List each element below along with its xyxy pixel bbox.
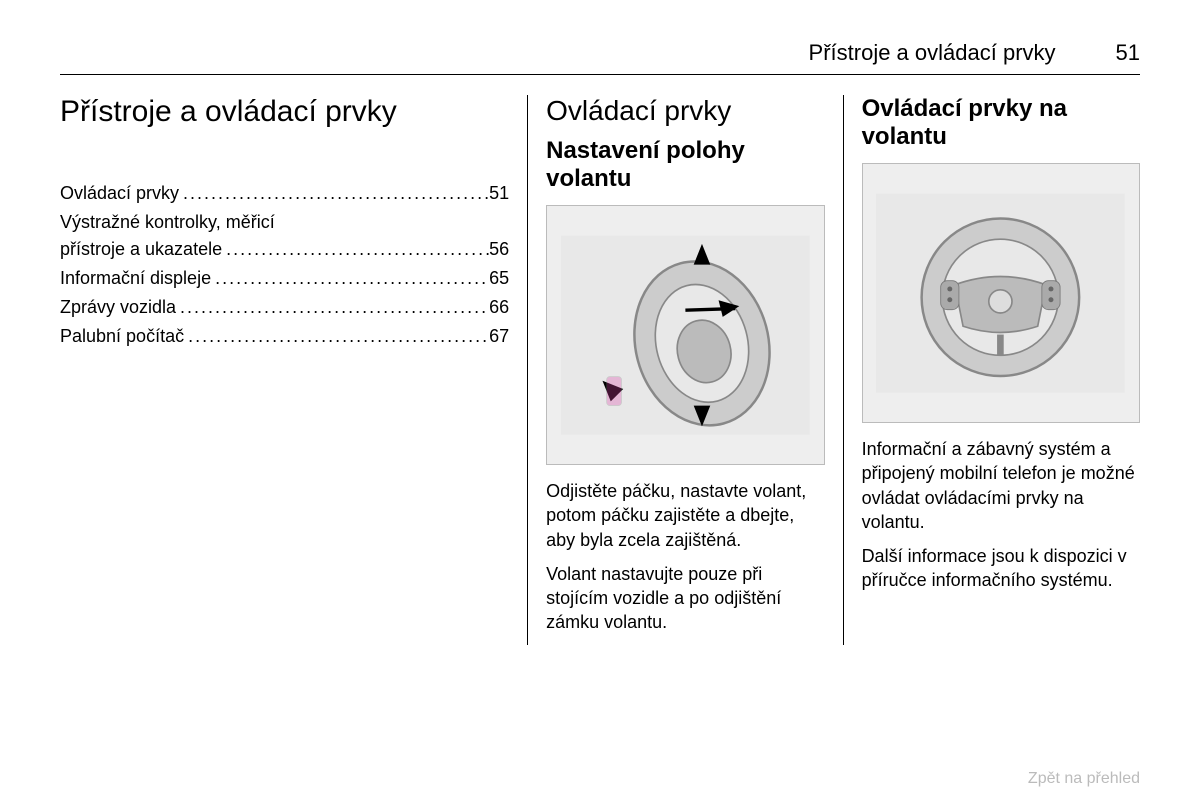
subsection-heading: Ovládací prvky na volantu <box>862 95 1140 151</box>
header-title: Přístroje a ovládací prvky <box>809 40 1056 66</box>
toc-page: 66 <box>489 294 509 321</box>
toc-page: 51 <box>489 180 509 207</box>
toc-dots <box>179 180 489 207</box>
subsection-heading: Nastavení polohy volantu <box>546 137 824 193</box>
column-2: Ovládací prvky Nastavení polohy volantu … <box>527 95 842 645</box>
toc-label: přístroje a ukazatele <box>60 236 222 263</box>
page-header: Přístroje a ovládací prvky 51 <box>60 40 1140 75</box>
toc-item: Ovládací prvky 51 <box>60 180 509 207</box>
section-heading: Ovládací prvky <box>546 95 824 127</box>
steering-adjust-icon <box>561 219 810 451</box>
paragraph: Volant nastavujte pouze při stojícím voz… <box>546 562 824 635</box>
column-3: Ovládací prvky na volantu Info <box>843 95 1140 645</box>
toc-item: Palubní počítač 67 <box>60 323 509 350</box>
toc-label: Zprávy vozidla <box>60 294 176 321</box>
toc-label: Palubní počítač <box>60 323 184 350</box>
paragraph: Další informace jsou k dispozici v příru… <box>862 544 1140 593</box>
steering-controls-icon <box>876 177 1125 409</box>
toc-dots <box>184 323 489 350</box>
toc-dots <box>211 265 489 292</box>
toc-item: Informační displeje 65 <box>60 265 509 292</box>
column-1: Přístroje a ovládací prvky Ovládací prvk… <box>60 95 527 645</box>
toc-label: Informační displeje <box>60 265 211 292</box>
toc-dots <box>176 294 489 321</box>
toc-page: 56 <box>489 236 509 263</box>
toc-page: 67 <box>489 323 509 350</box>
page-number: 51 <box>1116 40 1140 66</box>
toc-label: Ovládací prvky <box>60 180 179 207</box>
chapter-heading: Přístroje a ovládací prvky <box>60 95 509 130</box>
paragraph: Odjistěte páčku, nastavte volant, potom … <box>546 479 824 552</box>
toc-label: Výstražné kontrolky, měřicí <box>60 209 275 236</box>
steering-adjust-illustration <box>546 205 824 465</box>
steering-controls-illustration <box>862 163 1140 423</box>
toc: Ovládací prvky 51 Výstražné kontrolky, m… <box>60 180 509 350</box>
toc-item: Výstražné kontrolky, měřicí přístroje a … <box>60 209 509 263</box>
paragraph: Informační a zábavný systém a připojený … <box>862 437 1140 534</box>
toc-page: 65 <box>489 265 509 292</box>
toc-item: Zprávy vozidla 66 <box>60 294 509 321</box>
toc-dots <box>222 236 489 263</box>
footer-link[interactable]: Zpět na přehled <box>1028 770 1140 788</box>
